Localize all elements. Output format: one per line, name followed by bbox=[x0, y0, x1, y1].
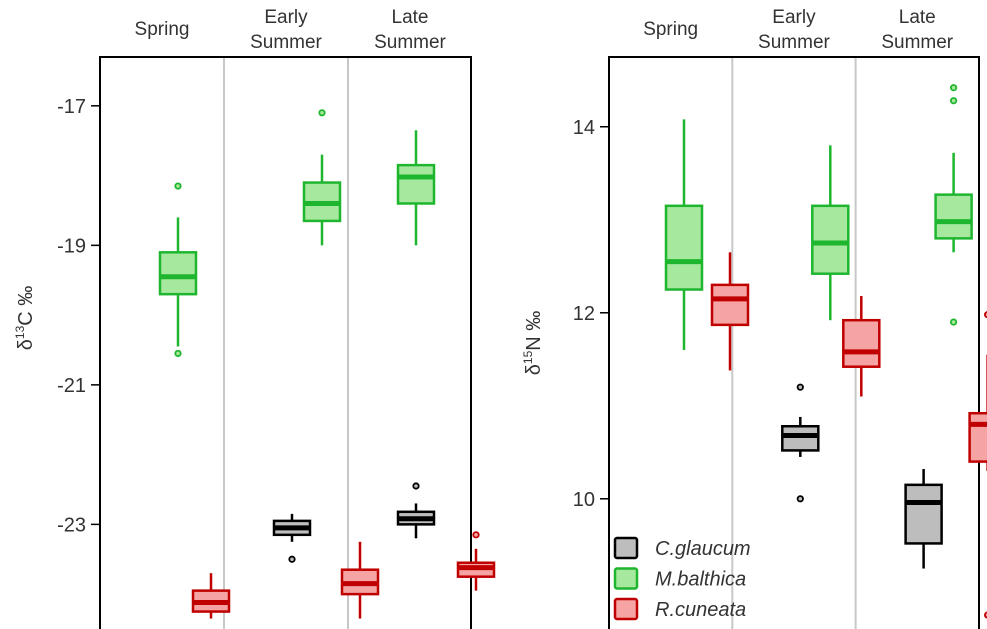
iqr-box bbox=[396, 163, 436, 205]
iqr-box bbox=[811, 204, 850, 275]
r-cuneata-box-spring bbox=[710, 252, 750, 371]
c-glaucum-box-early-summer bbox=[781, 383, 820, 503]
legend-item-r-cuneata: R.cuneata bbox=[613, 597, 746, 621]
m-balthica-box-spring bbox=[158, 182, 198, 358]
iqr-box bbox=[842, 318, 881, 368]
legend-swatch bbox=[613, 597, 639, 621]
outlier-point bbox=[984, 611, 987, 619]
legend-swatch bbox=[613, 567, 639, 590]
outlier-point bbox=[174, 349, 182, 358]
y-axis-label: δ13C ‰ bbox=[13, 286, 37, 351]
c-glaucum-box-early-summer bbox=[272, 513, 312, 563]
outlier-point bbox=[949, 97, 958, 105]
legend-label: R.cuneata bbox=[655, 599, 746, 621]
outlier-point bbox=[796, 383, 804, 391]
r-cuneata-box-late-summer bbox=[456, 531, 496, 591]
m-balthica-box-late-summer bbox=[396, 130, 436, 246]
outlier-point bbox=[984, 311, 987, 319]
outlier-point bbox=[174, 182, 182, 190]
panel-label: Summer bbox=[374, 32, 446, 53]
m-balthica-box-early-summer bbox=[811, 145, 850, 321]
iqr-box bbox=[664, 204, 704, 291]
iqr-box bbox=[158, 251, 198, 296]
outlier-point bbox=[412, 482, 420, 490]
d13c-chart: Spring Early Summer Late Summer -17 -19 -21 -23 δ… bbox=[13, 7, 496, 629]
panel-label: Spring bbox=[135, 19, 190, 40]
d15n-chart: Spring Early Summer Late Summer 14 12 10 δ15N ‰ bbox=[521, 7, 987, 629]
r-cuneata-box-late-summer bbox=[968, 311, 987, 619]
panel-label: Early bbox=[772, 7, 816, 28]
outlier-point bbox=[318, 109, 326, 117]
legend-label: C.glaucum bbox=[655, 538, 751, 560]
legend-item-c-glaucum: C.glaucum bbox=[613, 536, 751, 560]
legend-swatch bbox=[613, 536, 639, 560]
outlier-point bbox=[288, 555, 296, 563]
y-tick-label: -17 bbox=[57, 96, 86, 118]
axis-frame bbox=[99, 56, 472, 629]
m-balthica-box-early-summer bbox=[302, 109, 342, 246]
y-tick-label: -19 bbox=[57, 235, 86, 257]
y-tick-label: 14 bbox=[573, 117, 595, 139]
y-tick-label: 10 bbox=[573, 489, 595, 511]
legend-item-m-balthica: M.balthica bbox=[613, 567, 746, 591]
iqr-box bbox=[904, 483, 943, 545]
panel-label: Late bbox=[899, 7, 936, 28]
outlier-point bbox=[796, 495, 804, 503]
y-tick-label: -23 bbox=[57, 514, 86, 536]
y-tick-label: 12 bbox=[573, 303, 595, 325]
y-axis-label: δ15N ‰ bbox=[521, 311, 545, 376]
r-cuneata-box-spring bbox=[191, 573, 231, 619]
panel-label: Summer bbox=[250, 32, 322, 53]
panel-label: Late bbox=[392, 7, 429, 28]
iqr-box bbox=[710, 283, 750, 327]
r-cuneata-box-early-summer bbox=[842, 296, 881, 397]
legend: C.glaucum M.balthica R.cuneata bbox=[613, 536, 751, 621]
panel-label: Early bbox=[264, 7, 308, 28]
panel-label: Summer bbox=[758, 32, 830, 53]
outlier-point bbox=[949, 318, 958, 326]
outlier-point bbox=[949, 84, 958, 92]
legend-label: M.balthica bbox=[655, 569, 746, 591]
m-balthica-box-late-summer bbox=[934, 84, 973, 326]
iqr-box bbox=[781, 424, 820, 452]
m-balthica-box-spring bbox=[664, 119, 704, 350]
c-glaucum-box-late-summer bbox=[904, 469, 943, 569]
panel-label: Spring bbox=[643, 19, 698, 40]
axis-frame bbox=[608, 56, 980, 629]
outlier-point bbox=[472, 531, 480, 539]
y-tick-label: -21 bbox=[57, 375, 86, 397]
iqr-box bbox=[934, 193, 973, 240]
c-glaucum-box-late-summer bbox=[396, 482, 436, 539]
panel-label: Summer bbox=[881, 32, 953, 53]
r-cuneata-box-early-summer bbox=[340, 541, 380, 619]
iqr-box bbox=[968, 411, 987, 463]
